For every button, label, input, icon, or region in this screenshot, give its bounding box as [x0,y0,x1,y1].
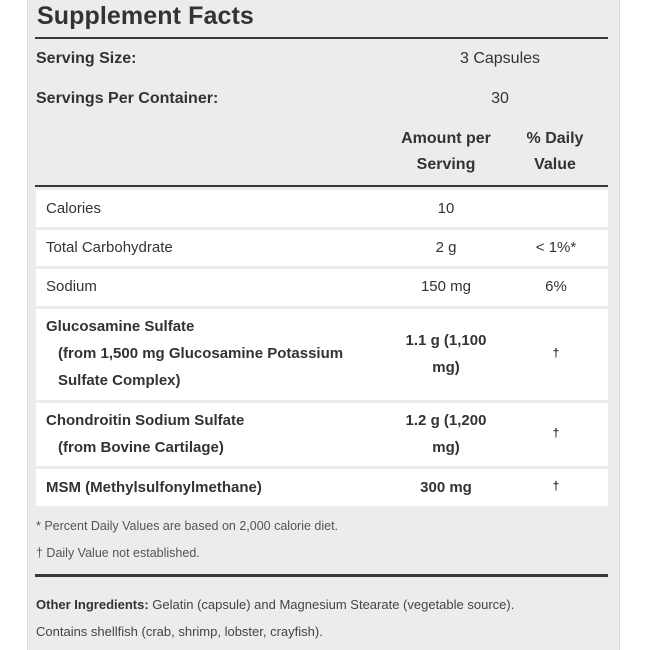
nutrient-row-msm: MSM (Methylsulfonylmethane) 300 mg † [36,469,608,506]
nutrient-daily-value: < 1%* [535,239,577,256]
nutrient-row-calories: Calories 10 [36,190,608,227]
nutrient-amount: 2 g [435,239,457,256]
servings-per-container-value: 30 [491,90,509,107]
footnote-percent-daily-value: * Percent Daily Values are based on 2,00… [36,519,339,533]
nutrient-amount-line1: 1.2 g (1,200 [405,412,487,429]
nutrient-source-line1: (from Bovine Cartilage) [58,439,224,456]
panel-title: Supplement Facts [37,2,254,30]
footnote-daily-value-not-established: † Daily Value not established. [36,546,200,560]
other-ingredients-label: Other Ingredients: [36,597,149,612]
nutrient-name: Calories [46,200,102,217]
nutrient-daily-value: † [552,479,560,493]
nutrient-amount-line1: 1.1 g (1,100 [405,332,487,349]
header-divider [35,185,608,187]
nutrient-daily-value: † [552,426,560,440]
daily-value-header: % Daily Value [526,130,584,173]
nutrient-amount-line2: mg) [432,439,460,456]
nutrient-name: Total Carbohydrate [46,239,173,256]
nutrient-row-chondroitin-sodium-sulfate: Chondroitin Sodium Sulfate (from Bovine … [36,403,608,466]
nutrient-name: Chondroitin Sodium Sulfate [46,412,245,429]
amount-per-serving-header: Amount per Serving [401,130,491,173]
nutrient-daily-value: 6% [545,278,567,295]
nutrient-daily-value: † [552,346,560,360]
allergen-statement: Contains shellfish (crab, shrimp, lobste… [36,624,323,639]
title-divider [35,37,608,39]
nutrient-row-total-carbohydrate: Total Carbohydrate 2 g < 1%* [36,230,608,266]
nutrient-amount-line2: mg) [432,359,460,376]
serving-size-label: Serving Size: [36,50,137,67]
footer-divider [35,574,608,577]
serving-size-value: 3 Capsules [459,50,541,67]
nutrient-amount: 150 mg [420,278,472,295]
other-ingredients: Other Ingredients: Gelatin (capsule) and… [36,591,596,618]
nutrient-name: MSM (Methylsulfonylmethane) [46,479,262,496]
nutrient-name: Sodium [46,278,97,295]
nutrient-name: Glucosamine Sulfate [46,318,195,335]
servings-per-container-label: Servings Per Container: [36,90,219,107]
nutrient-source-line1: (from 1,500 mg Glucosamine Potassium [58,345,344,362]
nutrient-source-line2: Sulfate Complex) [58,372,181,389]
nutrient-amount: 300 mg [420,479,472,496]
other-ingredients-text: Gelatin (capsule) and Magnesium Stearate… [148,597,515,612]
nutrient-amount: 10 [437,200,455,217]
nutrient-row-sodium: Sodium 150 mg 6% [36,269,608,306]
nutrient-row-glucosamine-sulfate: Glucosamine Sulfate (from 1,500 mg Gluco… [36,309,608,400]
